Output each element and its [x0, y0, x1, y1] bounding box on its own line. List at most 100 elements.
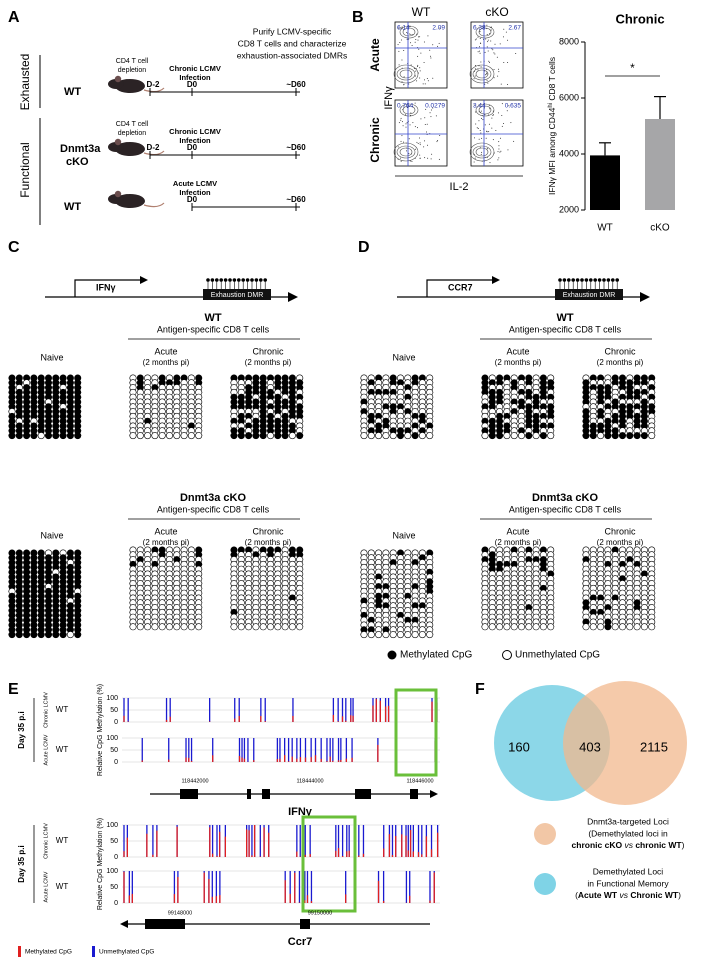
mouse-icon	[108, 142, 124, 152]
methylated-cpg	[52, 432, 60, 440]
flow-event	[474, 64, 476, 66]
label: Day 35 p.i	[17, 711, 26, 748]
label: Chronic	[252, 526, 284, 536]
cpg-lollipop	[250, 278, 254, 282]
unmethylated-cpg	[418, 432, 426, 440]
unmethylated-cpg	[426, 631, 434, 639]
flow-event	[506, 110, 508, 112]
track-tick-label: 100	[106, 735, 118, 742]
flow-event	[411, 44, 413, 46]
flow-event	[425, 131, 427, 133]
unmethylated-cpg	[426, 432, 434, 440]
flow-event	[414, 102, 416, 104]
unmethylated-cpg	[481, 432, 489, 440]
flow-event	[413, 67, 415, 69]
label: Chronic	[604, 526, 636, 536]
flow-event	[405, 123, 407, 125]
flow-event	[493, 77, 495, 79]
unmethylated-cpg	[481, 623, 489, 631]
flow-event	[432, 44, 434, 46]
flow-plot	[470, 99, 524, 167]
cpg-lollipop	[602, 278, 606, 282]
flow-event	[431, 153, 433, 155]
methylated-cpg	[37, 631, 45, 639]
flow-event	[486, 34, 488, 36]
flow-event	[420, 118, 422, 120]
legend-label-part: vs	[617, 890, 630, 900]
label: Chronic	[368, 117, 382, 163]
unmethylated-cpg	[404, 631, 412, 639]
flow-event	[491, 117, 493, 119]
flow-event	[429, 112, 431, 114]
unmethylated-cpg	[66, 631, 74, 639]
label: (2 months pi)	[597, 358, 644, 367]
label: Infection	[179, 73, 211, 82]
flow-event	[417, 64, 419, 66]
flow-event	[427, 35, 429, 37]
flow-event	[439, 134, 441, 136]
flow-event	[488, 131, 490, 133]
label: ~D60	[286, 195, 306, 204]
unmethylated-cpg	[648, 432, 656, 440]
unmethylated-cpg	[367, 631, 375, 639]
label: CCR7	[448, 282, 473, 292]
label: 99148000	[168, 910, 192, 916]
legend-label: Methylated CpG	[25, 949, 72, 956]
flow-event	[484, 114, 486, 116]
flow-event	[491, 48, 493, 50]
unmethylated-cpg	[259, 623, 267, 631]
flow-event	[437, 45, 439, 47]
methylated-cpg	[8, 631, 16, 639]
label: Ccr7	[288, 936, 312, 948]
flow-event	[474, 75, 476, 77]
label: Antigen-specific CD8 T cells	[157, 504, 270, 514]
flow-event	[410, 112, 412, 114]
dmr-box	[555, 289, 623, 300]
label: ~D60	[286, 143, 306, 152]
flow-event	[487, 82, 489, 84]
label: CD4 T cell	[116, 58, 149, 65]
flow-event	[405, 126, 407, 128]
unmethylated-cpg	[129, 432, 137, 440]
flow-event	[401, 135, 403, 137]
label: D0	[187, 195, 198, 204]
flow-event	[478, 138, 480, 140]
flow-event	[488, 61, 490, 63]
unmethylated-cpg	[597, 623, 605, 631]
unmethylated-cpg	[166, 432, 174, 440]
flow-event	[408, 153, 410, 155]
methylated-cpg	[8, 432, 16, 440]
cpg-lollipop	[580, 278, 584, 282]
unmethylated-cpg	[626, 623, 634, 631]
label: Naive	[40, 530, 63, 540]
flow-contour	[399, 25, 419, 39]
methylated-cpg	[604, 623, 612, 631]
methylated-cpg	[488, 432, 496, 440]
flow-event	[474, 39, 476, 41]
unmethylated-cpg	[396, 631, 404, 639]
label: Acute LCMV	[173, 179, 217, 188]
flow-event	[474, 68, 476, 70]
arrowhead	[430, 790, 438, 798]
track-tick-label: 0	[114, 759, 118, 766]
unmethylated-cpg	[503, 432, 511, 440]
flow-event	[505, 31, 507, 33]
y-axis-label-part: hi	[548, 103, 554, 108]
unmethylated-cpg	[648, 623, 656, 631]
label: 6.14	[397, 25, 410, 32]
flow-event	[408, 83, 410, 85]
y-tick-label: 6000	[559, 92, 579, 102]
label: depletion	[118, 67, 147, 74]
venn-dnmt3a	[563, 681, 687, 805]
flow-contour	[475, 25, 495, 39]
label: (2 months pi)	[143, 358, 190, 367]
cpg-lollipop	[223, 278, 228, 282]
y-tick-label: 2000	[559, 204, 579, 214]
flow-event	[507, 39, 509, 41]
label: Antigen-specific CD8 T cells	[509, 324, 622, 334]
flow-contour	[475, 103, 495, 117]
flow-event	[416, 141, 418, 143]
methylated-cpg	[296, 432, 304, 440]
methylated-cpg	[525, 432, 533, 440]
